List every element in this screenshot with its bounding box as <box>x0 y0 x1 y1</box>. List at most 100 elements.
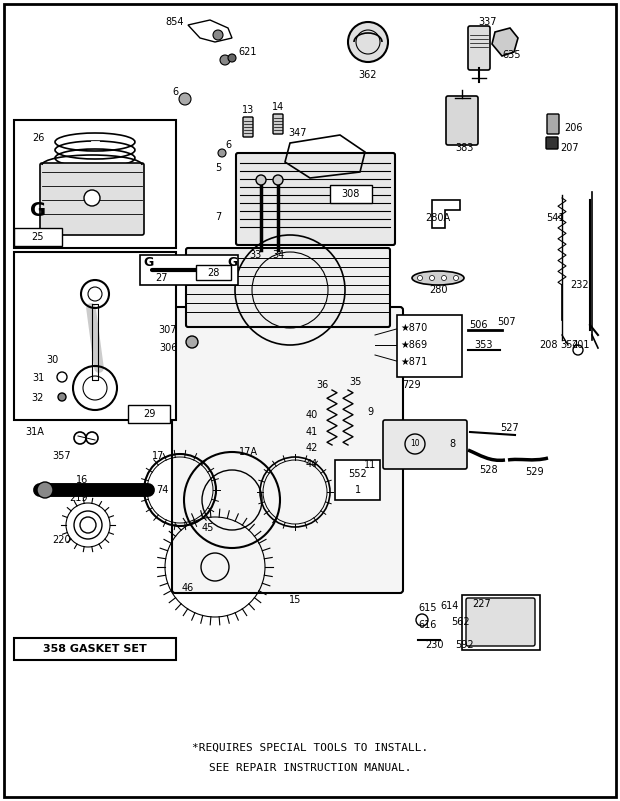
Text: 10: 10 <box>410 440 420 449</box>
Text: 206: 206 <box>564 123 583 133</box>
Text: 1: 1 <box>355 485 361 495</box>
Text: 208: 208 <box>539 340 557 350</box>
Text: 383: 383 <box>456 143 474 153</box>
Text: 45: 45 <box>202 523 214 533</box>
Circle shape <box>273 175 283 185</box>
Circle shape <box>348 22 388 62</box>
Text: 616: 616 <box>419 620 437 630</box>
Circle shape <box>213 30 223 40</box>
Circle shape <box>218 149 226 157</box>
Text: 27: 27 <box>156 273 168 283</box>
Text: G: G <box>227 256 237 268</box>
FancyBboxPatch shape <box>236 153 395 245</box>
Text: 31: 31 <box>32 373 44 383</box>
Text: 35: 35 <box>349 377 361 387</box>
Text: G: G <box>30 200 46 219</box>
Text: 40: 40 <box>306 410 318 420</box>
Text: 7: 7 <box>215 212 221 222</box>
FancyBboxPatch shape <box>546 137 558 149</box>
Text: 29: 29 <box>143 409 155 419</box>
Text: 219: 219 <box>69 493 87 503</box>
Bar <box>128 405 170 423</box>
Bar <box>14 252 176 420</box>
Text: 357: 357 <box>53 451 71 461</box>
Text: 201: 201 <box>571 340 589 350</box>
Text: 232: 232 <box>570 280 590 290</box>
Text: 207: 207 <box>560 143 578 153</box>
FancyBboxPatch shape <box>468 26 490 70</box>
Text: 306: 306 <box>159 343 177 353</box>
Text: 347: 347 <box>289 128 308 138</box>
Text: 16: 16 <box>76 475 88 485</box>
Text: 337: 337 <box>479 17 497 27</box>
Text: 28: 28 <box>207 268 219 278</box>
Text: 26: 26 <box>32 133 44 143</box>
Text: *REQUIRES SPECIAL TOOLS TO INSTALL.: *REQUIRES SPECIAL TOOLS TO INSTALL. <box>192 743 428 753</box>
Text: ★870: ★870 <box>400 323 427 333</box>
Polygon shape <box>492 28 518 56</box>
Circle shape <box>417 276 422 280</box>
Circle shape <box>430 276 435 280</box>
Bar <box>335 460 380 500</box>
Text: 41: 41 <box>306 427 318 437</box>
Circle shape <box>84 190 100 206</box>
Bar <box>14 638 176 660</box>
Bar <box>140 255 238 285</box>
FancyBboxPatch shape <box>383 420 467 469</box>
Text: 507: 507 <box>497 317 515 327</box>
Text: SEE REPAIR INSTRUCTION MANUAL.: SEE REPAIR INSTRUCTION MANUAL. <box>209 763 411 773</box>
Circle shape <box>453 276 459 280</box>
FancyBboxPatch shape <box>186 248 390 327</box>
Circle shape <box>256 175 266 185</box>
Text: 362: 362 <box>359 70 377 80</box>
Text: 308: 308 <box>342 189 360 199</box>
Text: 358 GASKET SET: 358 GASKET SET <box>43 644 147 654</box>
Text: G: G <box>143 256 153 268</box>
Text: 635: 635 <box>503 50 521 60</box>
Text: 31A: 31A <box>25 427 45 437</box>
Text: 42: 42 <box>306 443 318 453</box>
Text: 592: 592 <box>456 640 474 650</box>
Text: 25: 25 <box>32 232 44 242</box>
Text: 36: 36 <box>316 380 328 390</box>
Text: 729: 729 <box>402 380 420 390</box>
Text: 615: 615 <box>418 603 437 613</box>
FancyBboxPatch shape <box>273 114 283 134</box>
Text: 227: 227 <box>472 599 491 609</box>
Text: 614: 614 <box>441 601 459 611</box>
Text: 13: 13 <box>242 105 254 115</box>
Text: 307: 307 <box>159 325 177 335</box>
Text: 8: 8 <box>449 439 455 449</box>
Text: 17: 17 <box>152 451 164 461</box>
Text: 15: 15 <box>289 595 301 605</box>
FancyBboxPatch shape <box>446 96 478 145</box>
Text: 541: 541 <box>546 213 564 223</box>
Text: 527: 527 <box>500 423 520 433</box>
Text: 280A: 280A <box>425 213 451 223</box>
Text: 6: 6 <box>225 140 231 150</box>
FancyBboxPatch shape <box>547 114 559 134</box>
Text: 230: 230 <box>426 640 445 650</box>
Bar <box>14 120 176 248</box>
Text: 354: 354 <box>560 340 579 350</box>
Ellipse shape <box>412 271 464 285</box>
Text: 44: 44 <box>306 459 318 469</box>
Bar <box>196 265 231 280</box>
Text: 528: 528 <box>479 465 497 475</box>
Text: 220: 220 <box>53 535 71 545</box>
Bar <box>14 228 62 246</box>
Circle shape <box>441 276 446 280</box>
Circle shape <box>220 55 230 65</box>
Bar <box>462 595 540 650</box>
FancyBboxPatch shape <box>40 163 144 235</box>
FancyBboxPatch shape <box>172 307 403 593</box>
Text: 11: 11 <box>364 460 376 470</box>
Text: 529: 529 <box>526 467 544 477</box>
Text: 46: 46 <box>182 583 194 593</box>
Text: 34: 34 <box>272 250 284 260</box>
Text: 74: 74 <box>156 485 168 495</box>
Text: 280: 280 <box>429 285 447 295</box>
Circle shape <box>179 93 191 105</box>
Text: 621: 621 <box>239 47 257 57</box>
Bar <box>397 315 462 377</box>
